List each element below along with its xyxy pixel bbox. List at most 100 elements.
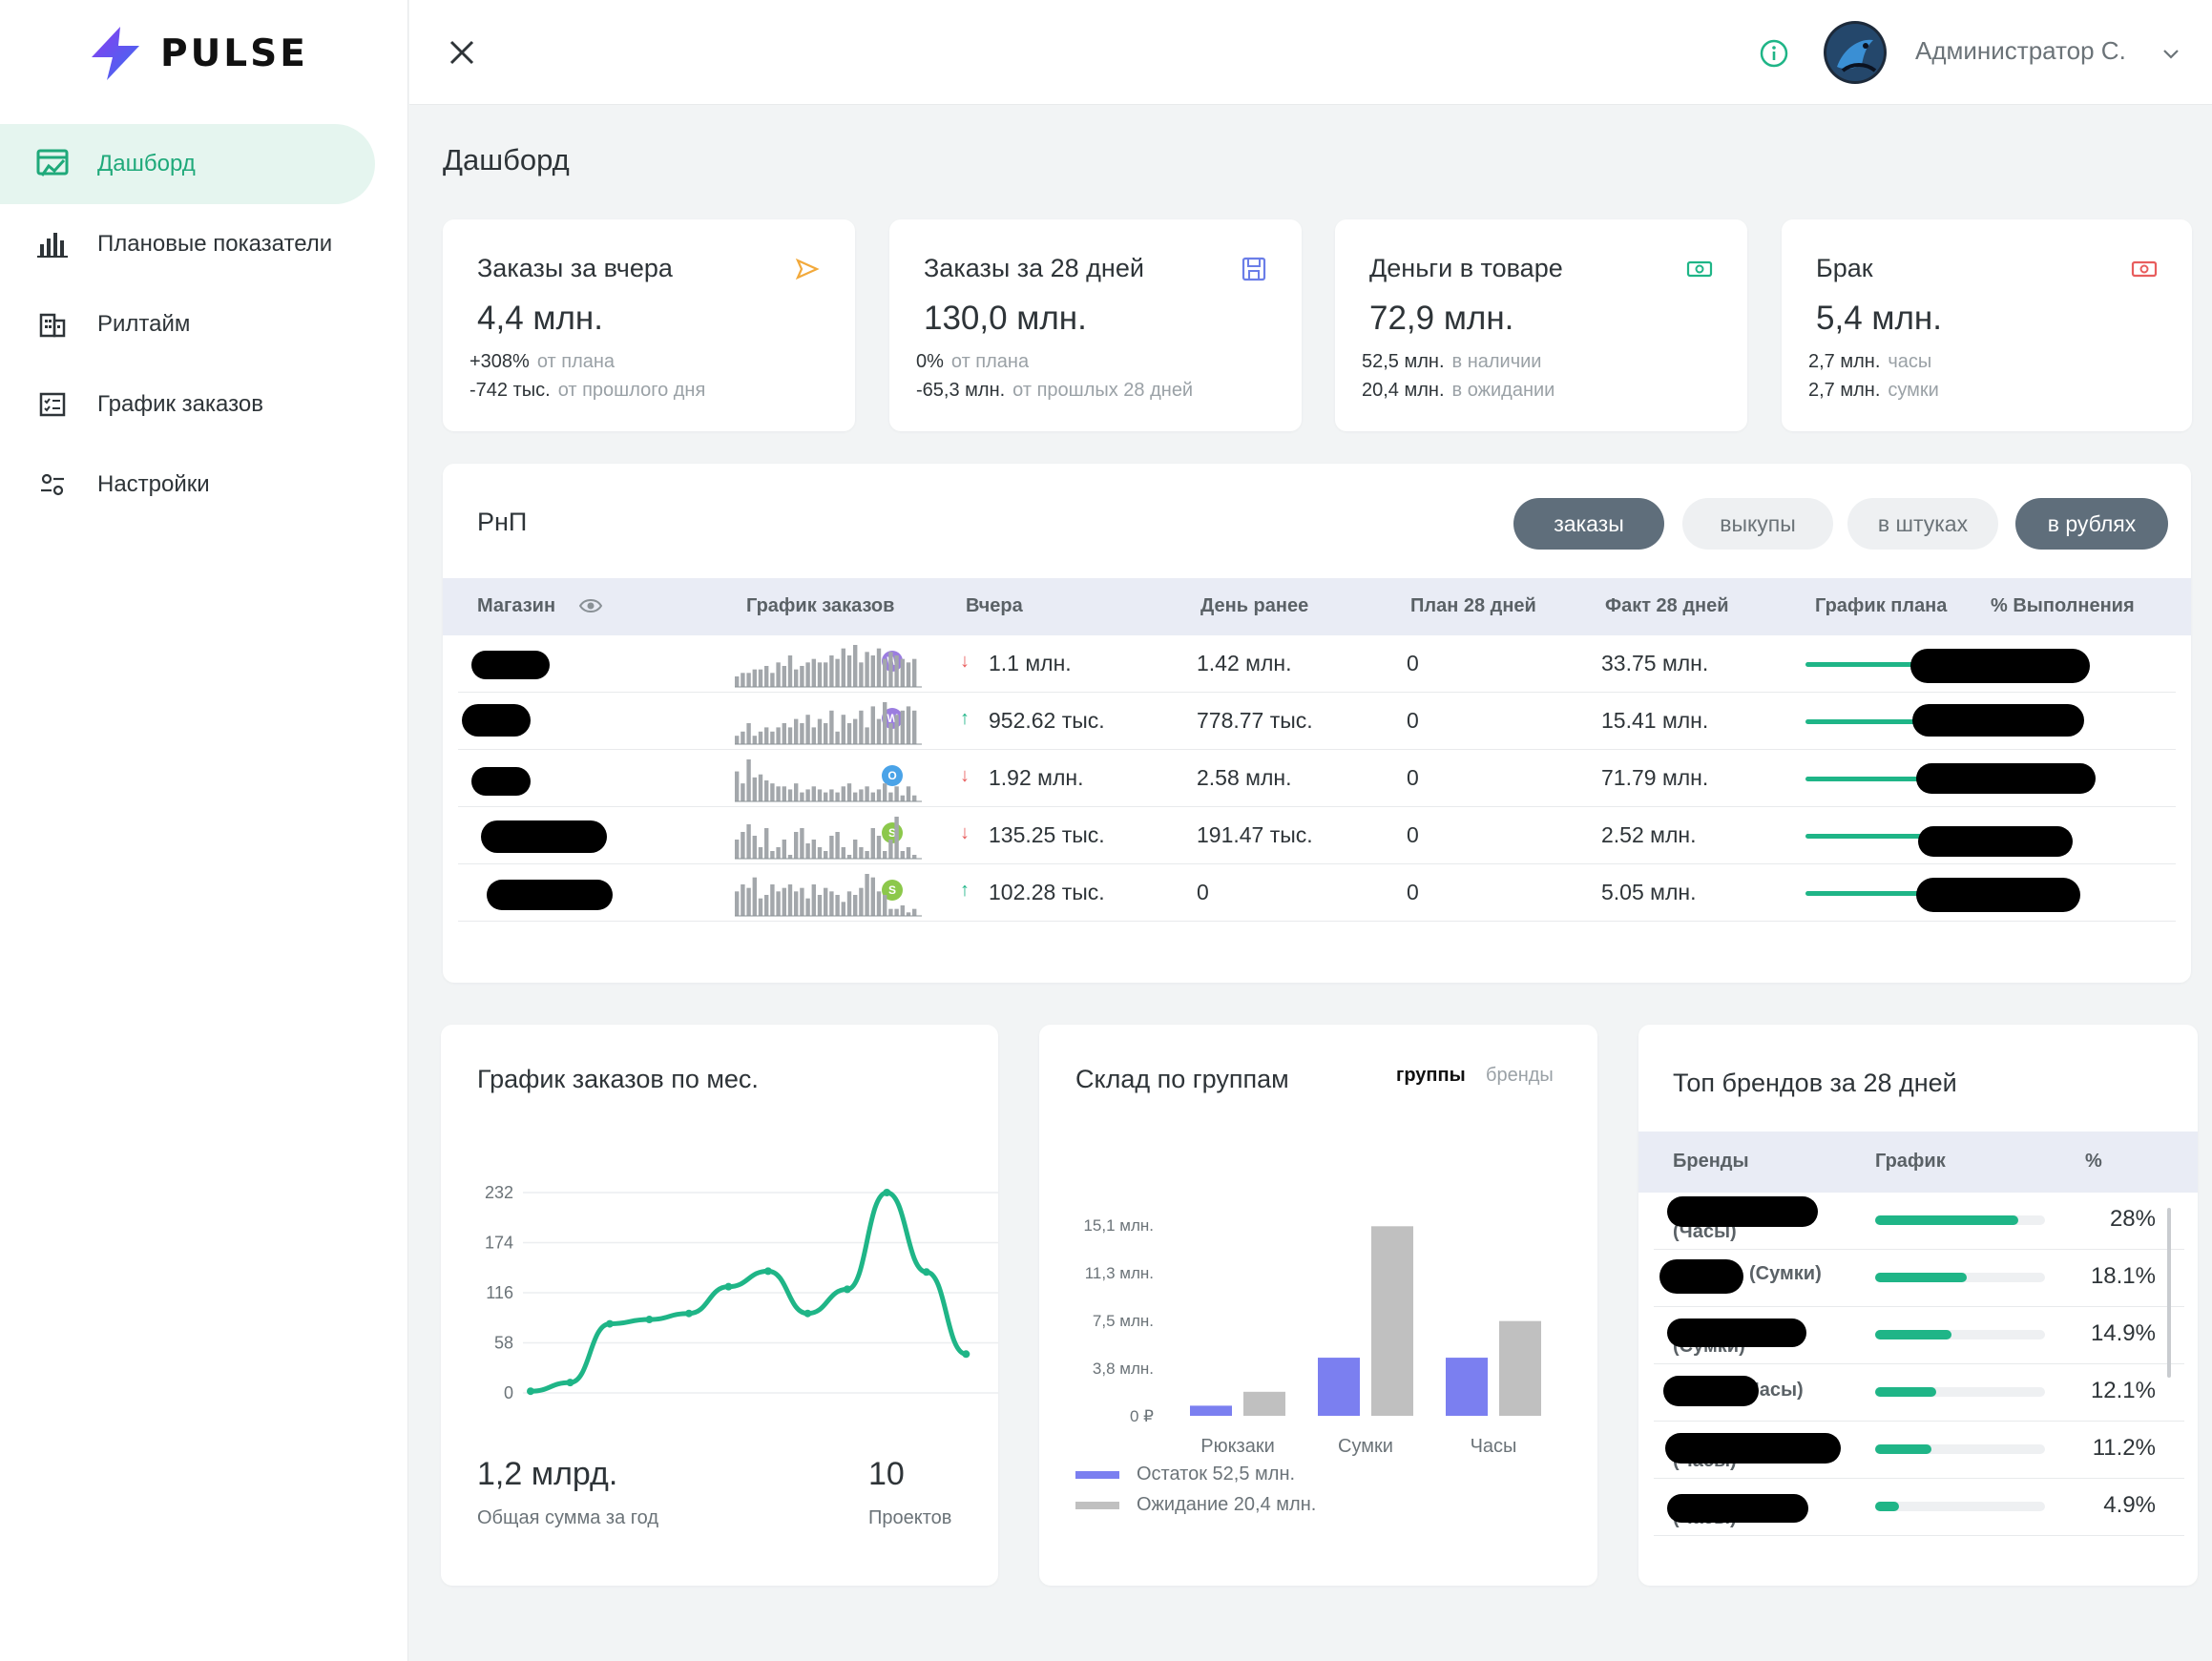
tab-brands[interactable]: бренды [1486, 1065, 1554, 1086]
redacted-completion [1910, 649, 2090, 683]
cell-fact: 33.75 млн. [1601, 651, 1709, 675]
sparkline-bar [800, 723, 804, 744]
cell-yesterday: 952.62 тыс. [989, 708, 1105, 733]
sparkline-bar [764, 780, 769, 801]
sparkline-bar [906, 786, 911, 801]
sparkline-bar [787, 884, 793, 916]
brand-row[interactable]: (Часы) 12.1% [1654, 1364, 2184, 1422]
brand-row[interactable]: (Часы) 28% [1654, 1193, 2184, 1250]
save-icon [1242, 257, 1266, 281]
table-row[interactable]: W↓1.1 млн.1.42 млн.033.75 млн. [458, 635, 2176, 693]
brands-table-header: Бренды График % [1638, 1132, 2198, 1193]
bar-pending [1499, 1320, 1541, 1416]
sparkline-bar [865, 874, 869, 916]
y-tick-label: 116 [486, 1283, 513, 1302]
kpi-value: 130,0 млн. [924, 300, 1087, 337]
y-tick-label: 232 [485, 1183, 513, 1202]
sidebar-item-plan[interactable]: Плановые показатели [0, 204, 408, 284]
cell-plan: 0 [1407, 651, 1419, 675]
marketplace-badge: S [882, 880, 903, 901]
brand-row[interactable]: (Сумки)14.9% [1654, 1307, 2184, 1364]
sparkline-bar [894, 786, 899, 801]
sparkline-bar [776, 786, 781, 801]
kpi-value: 5,4 млн. [1816, 300, 1942, 337]
table-row[interactable]: S ↓ 135.25 тыс. 191.47 тыс. 0 2.52 млн. [458, 807, 2176, 864]
close-icon[interactable] [444, 34, 480, 71]
brand-share-bar [1875, 1502, 1899, 1511]
eye-icon[interactable] [578, 595, 603, 616]
sparkline-bar [770, 783, 775, 801]
table-row[interactable]: O ↓ 1.92 млн. 2.58 млн. 0 71.79 млн. [458, 750, 2176, 807]
tab-groups[interactable]: группы [1396, 1065, 1466, 1086]
scrollbar[interactable] [2167, 1208, 2171, 1378]
cell-yesterday: 1.92 млн. [989, 765, 1084, 790]
kpi-line: -65,3 млн. от прошлых 28 дней [916, 380, 1194, 401]
table-row[interactable]: S ↑ 102.28 тыс. 0 0 5.05 млн. [458, 864, 2176, 922]
sparkline-bar [794, 718, 799, 744]
brand-percent: 18.1% [2090, 1263, 2156, 1289]
brand-row[interactable]: (Сумки) 18.1% [1654, 1250, 2184, 1307]
avatar[interactable] [1824, 21, 1887, 84]
card-title: Склад по группам [1075, 1065, 1289, 1093]
sparkline-bar [787, 727, 793, 744]
plan-progress-bar [1805, 662, 1939, 667]
sidebar-item-realtime[interactable]: Рилтайм [0, 284, 408, 364]
sidebar-item-settings[interactable]: Настройки [0, 445, 408, 525]
sparkline-bar [841, 715, 845, 744]
bar-remaining [1318, 1358, 1360, 1416]
brand-share-track [1875, 1215, 2045, 1225]
filter-buyouts-button[interactable]: выкупы [1682, 498, 1833, 550]
sparkline-bar [853, 645, 858, 687]
kpi-line: +308% от плана [470, 351, 616, 372]
redacted-brand-name [1665, 1433, 1841, 1464]
col-header-orders-chart: График заказов [746, 595, 895, 616]
filter-rubles-button[interactable]: в рублях [2015, 498, 2168, 550]
brand-row[interactable]: (Часы)11.2% [1654, 1422, 2184, 1479]
sparkline-bar [883, 702, 887, 744]
cell-plan: 0 [1407, 708, 1419, 733]
table-row[interactable]: W ↑ 952.62 тыс. 778.77 тыс. 0 15.41 млн. [458, 693, 2176, 750]
brand-percent: 4.9% [2103, 1492, 2156, 1518]
building-icon [36, 308, 69, 341]
sparkline-bar [758, 669, 763, 687]
brand-share-track [1875, 1444, 2045, 1454]
filter-orders-button[interactable]: заказы [1513, 498, 1664, 550]
sparkline-bar [888, 792, 893, 801]
sparkline-bar [758, 898, 763, 916]
sparkline-bar [776, 847, 781, 859]
sparkline-bar [794, 891, 799, 916]
kpi-line: 52,5 млн. в наличии [1362, 351, 1542, 372]
user-name[interactable]: Администратор С. [1915, 36, 2126, 65]
redacted-shop-name [462, 704, 531, 737]
cell-before: 2.58 млн. [1197, 765, 1292, 790]
brand-category: (Сумки) [1749, 1263, 1822, 1284]
filter-pieces-button[interactable]: в штуках [1847, 498, 1998, 550]
lightning-logo-icon [92, 27, 139, 80]
sidebar-item-orders-schedule[interactable]: График заказов [0, 364, 408, 445]
brand-row[interactable]: (Часы)4.9% [1654, 1479, 2184, 1536]
sparkline-bar [853, 840, 858, 859]
y-tick-label: 15,1 млн. [1083, 1216, 1154, 1235]
sparkline-bar [800, 666, 804, 687]
sidebar-item-dashboard[interactable]: Дашборд [0, 124, 375, 204]
kpi-card-money-in-goods: Деньги в товаре 72,9 млн. 52,5 млн. в нал… [1335, 219, 1747, 431]
sparkline-bar [776, 662, 781, 687]
sidebar-item-label: Дашборд [97, 151, 196, 176]
redacted-completion [1916, 878, 2080, 912]
cell-yesterday: 102.28 тыс. [989, 880, 1105, 904]
data-point [684, 1309, 693, 1318]
data-point [962, 1350, 970, 1359]
sparkline-bar [835, 895, 840, 916]
sparkline-bar [846, 655, 852, 687]
sparkline-bar [865, 851, 869, 859]
sparkline-bar [782, 723, 786, 744]
sparkline-bar [758, 731, 763, 744]
bar-remaining [1190, 1405, 1232, 1416]
logo[interactable]: PULSE [88, 25, 308, 82]
col-header-shop: Магазин [477, 595, 556, 616]
chevron-down-icon[interactable] [2160, 42, 2182, 65]
info-icon[interactable] [1759, 38, 1789, 69]
sidebar-item-label: Плановые показатели [97, 231, 333, 257]
card-title: Топ брендов за 28 дней [1673, 1069, 1957, 1097]
sparkline-bar [824, 851, 828, 859]
